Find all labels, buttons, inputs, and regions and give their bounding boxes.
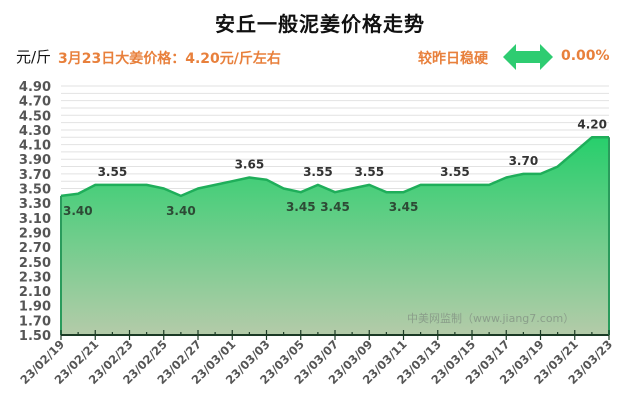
y-tick-label: 2.30 <box>19 270 51 285</box>
double-arrow-icon <box>503 44 553 70</box>
data-label: 3.45 <box>320 200 350 214</box>
data-label: 3.55 <box>98 165 128 179</box>
data-label: 3.55 <box>440 165 470 179</box>
data-label: 3.40 <box>63 204 93 218</box>
watermark: 中美网监制（www.jiang7.com） <box>407 312 574 325</box>
y-tick-label: 1.70 <box>19 314 51 329</box>
data-label: 4.20 <box>577 117 607 131</box>
change-percent: 0.00% <box>561 48 610 64</box>
y-tick-label: 4.10 <box>19 139 51 154</box>
unit-label: 元/斤 <box>16 48 52 66</box>
y-tick-label: 3.30 <box>19 197 51 212</box>
y-tick-label: 3.70 <box>19 168 51 183</box>
price-area <box>61 137 609 335</box>
y-tick-label: 3.10 <box>19 212 51 227</box>
y-tick-label: 4.90 <box>19 80 51 95</box>
data-label: 3.70 <box>509 154 539 168</box>
y-tick-label: 2.50 <box>19 256 51 271</box>
y-tick-label: 1.90 <box>19 300 51 315</box>
y-tick-label: 2.10 <box>19 285 51 300</box>
y-axis-ticks: 4.904.704.504.304.103.903.703.503.303.10… <box>19 80 51 344</box>
compare-label: 较昨日稳硬 <box>418 51 488 67</box>
y-tick-label: 3.50 <box>19 183 51 198</box>
y-tick-label: 4.50 <box>19 109 51 124</box>
y-tick-label: 1.50 <box>19 329 51 344</box>
y-tick-label: 3.90 <box>19 153 51 168</box>
data-label: 3.55 <box>303 165 333 179</box>
data-label: 3.65 <box>235 158 265 172</box>
chart-title: 安丘一般泥姜价格走势 <box>215 12 425 36</box>
y-tick-label: 4.70 <box>19 95 51 110</box>
y-tick-label: 2.70 <box>19 241 51 256</box>
data-label: 3.55 <box>354 165 384 179</box>
y-tick-label: 2.90 <box>19 226 51 241</box>
data-label: 3.40 <box>166 204 196 218</box>
y-tick-label: 4.30 <box>19 124 51 139</box>
x-axis-ticks: 23/02/1923/02/2123/02/2323/02/2523/02/27… <box>17 330 615 387</box>
price-line <box>60 136 609 198</box>
data-label: 3.45 <box>389 200 419 214</box>
price-headline: 3月23日大姜价格：4.20元/斤左右 <box>58 51 281 67</box>
data-labels: 3.40 3.55 3.40 3.65 3.45 3.55 3.45 3.55 3.45 3.55… <box>63 117 607 218</box>
data-label: 3.45 <box>286 200 316 214</box>
